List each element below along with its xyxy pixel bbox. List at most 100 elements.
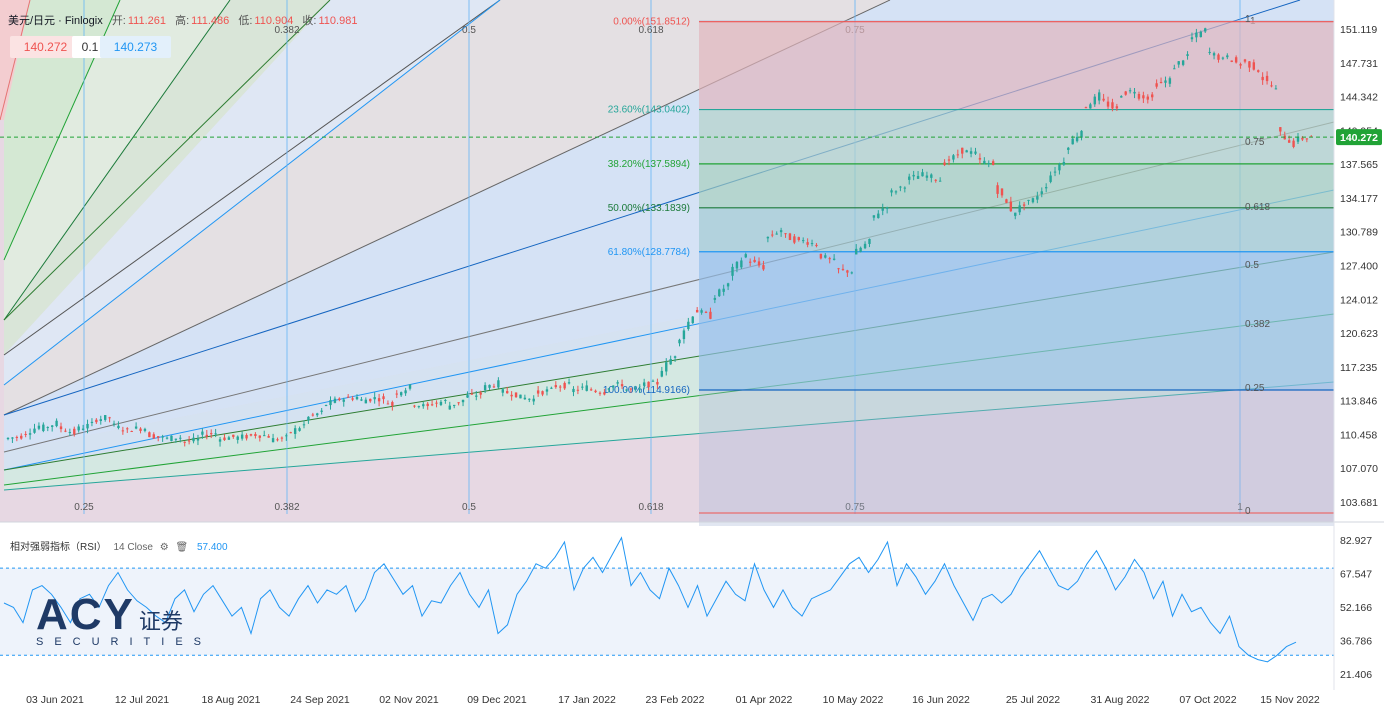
candle-body (121, 430, 125, 432)
fan-level-label-2: 0.75 (1245, 137, 1265, 148)
date-tick-8: 23 Feb 2022 (646, 694, 705, 706)
candle-body (466, 395, 469, 398)
candle-body (598, 392, 602, 394)
candle-body (642, 382, 646, 386)
fan-level-label-7: 0 (1245, 506, 1251, 517)
candle-body (660, 370, 664, 377)
candle-body (965, 150, 968, 153)
candle-body (1014, 212, 1017, 216)
candle-body (68, 432, 72, 434)
candle-body (638, 388, 641, 390)
fib-time-label-bottom-4: 0.618 (638, 502, 663, 513)
candle-body (974, 151, 977, 154)
date-tick-13: 31 Aug 2022 (1091, 694, 1150, 706)
date-tick-1: 03 Jun 2021 (26, 694, 84, 706)
settings-icon[interactable]: ⚙ (159, 542, 169, 553)
rsi-header: 相对强弱指标（RSI） 14 Close ⚙ 🗑 57.400 (10, 538, 228, 553)
fan-level-label-6: 0.25 (1245, 383, 1265, 394)
rsi-tick-5: 21.406 (1340, 669, 1372, 681)
candle-body (1022, 204, 1026, 206)
candle-body (174, 438, 178, 440)
candle-body (24, 433, 27, 435)
candle-body (528, 398, 531, 400)
date-tick-5: 02 Nov 2021 (379, 694, 439, 706)
candle-body (930, 174, 933, 178)
candle-body (134, 426, 138, 429)
candle-body (554, 385, 558, 388)
candle-body (320, 410, 323, 412)
candle-body (192, 437, 195, 442)
delete-icon[interactable]: 🗑 (175, 542, 189, 553)
candle-body (20, 435, 23, 439)
candle-body (1102, 98, 1105, 101)
candle-body (704, 311, 708, 313)
candle-body (338, 398, 341, 401)
candle-body (302, 424, 306, 426)
candle-body (479, 392, 482, 395)
candle-body (1093, 96, 1096, 105)
candle-body (669, 359, 672, 365)
candle-body (143, 428, 147, 431)
candle-body (157, 436, 160, 438)
price-tick-13: 110.458 (1340, 429, 1377, 441)
sell-quote-button[interactable]: 140.272 (10, 36, 81, 58)
candle-body (311, 414, 315, 416)
fan-line-13 (3, 381, 1335, 491)
fib-time-label-bottom-1: 0.25 (74, 502, 94, 513)
candle-body (1239, 64, 1242, 66)
candle-body (1292, 140, 1295, 147)
candle-body (196, 438, 200, 441)
candle-body (108, 417, 111, 419)
candle-body (240, 434, 244, 439)
candle-body (1058, 164, 1061, 171)
candle-body (59, 426, 63, 430)
fib-time-label-top-3: 0.5 (462, 25, 476, 36)
candle-body (947, 159, 951, 161)
candle-body (1067, 147, 1070, 150)
candle-body (656, 381, 659, 385)
candle-body (1049, 175, 1052, 182)
candle-body (921, 172, 924, 177)
candle-body (757, 261, 761, 266)
candle-body (1075, 136, 1079, 142)
candle-body (355, 396, 359, 400)
fan-line-3 (3, 0, 231, 321)
fib-zone-3 (699, 163, 1334, 208)
fib-zone-5 (699, 251, 1334, 390)
candle-body (263, 435, 266, 437)
candle-body (11, 437, 14, 439)
candle-body (837, 268, 840, 270)
candle-body (37, 425, 41, 429)
candle-body (691, 316, 694, 324)
candle-body (832, 258, 836, 260)
date-tick-9: 01 Apr 2022 (736, 694, 793, 706)
candle-body (179, 437, 182, 439)
buy-quote-button[interactable]: 140.273 (100, 36, 171, 58)
date-tick-12: 25 Jul 2022 (1006, 694, 1060, 706)
candle-body (607, 388, 611, 390)
price-tick-8: 127.400 (1340, 261, 1378, 273)
candle-body (585, 385, 588, 391)
fib-time-label-top-2: 0.382 (274, 25, 299, 36)
candle-body (276, 439, 279, 441)
last-price-badge (1336, 129, 1382, 146)
candle-body (983, 160, 986, 164)
candle-body (130, 431, 133, 433)
candle-body (793, 236, 796, 243)
candle-body (316, 413, 319, 416)
candle-body (148, 432, 151, 438)
acy-logo: ACY 证券 SECURITIES (36, 590, 213, 648)
rsi-tick-3: 52.166 (1340, 602, 1372, 614)
candle-body (1031, 198, 1035, 203)
candle-body (1000, 188, 1004, 196)
candle-body (435, 402, 438, 404)
candle-body (863, 243, 867, 249)
candle-body (342, 399, 345, 402)
date-tick-7: 17 Jan 2022 (558, 694, 616, 706)
candle-body (885, 207, 889, 209)
candle-body (925, 175, 929, 178)
candle-body (563, 382, 566, 389)
candle-body (1053, 171, 1057, 173)
candle-body (1062, 161, 1066, 165)
